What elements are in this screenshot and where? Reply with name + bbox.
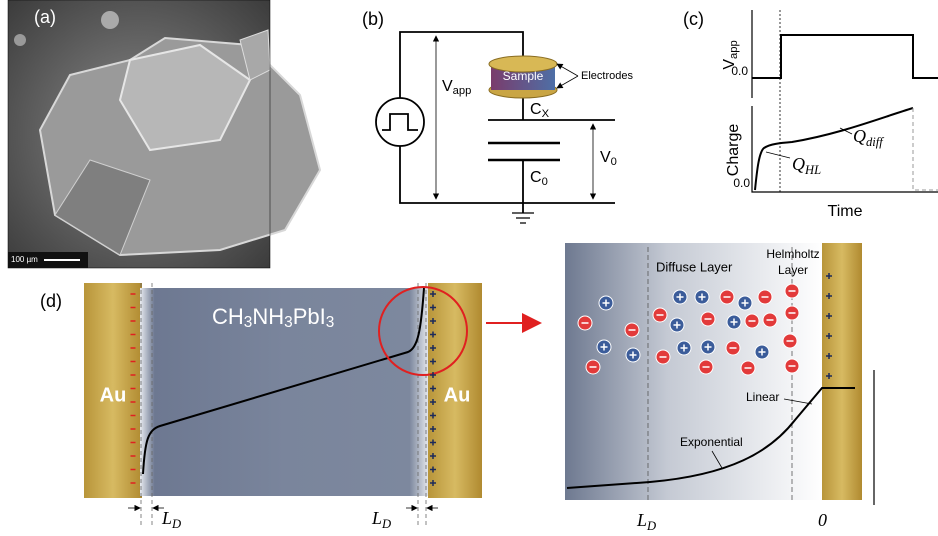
zoom-background	[565, 243, 823, 500]
charge-trace	[755, 108, 913, 190]
electrodes-label: Electrodes	[581, 70, 633, 82]
ground	[512, 213, 534, 223]
ld-label: LD	[371, 508, 391, 531]
panel-b	[376, 32, 615, 223]
sub: D	[171, 517, 181, 531]
linear-label: Linear	[746, 390, 779, 404]
y-axis-label: Charge	[725, 124, 742, 177]
au-label: Au	[444, 384, 471, 406]
sub: app	[728, 40, 740, 59]
scale-bar-label: 100 µm	[11, 255, 38, 264]
leader	[766, 152, 790, 158]
panel-c	[752, 10, 938, 192]
body: (a) 100 µm (b) Sample Electrodes Vapp CX…	[0, 0, 938, 536]
qdiff-label: Qdiff	[853, 126, 884, 149]
particle	[101, 11, 119, 29]
au-label: Au	[100, 384, 127, 406]
sub: 3	[284, 314, 293, 331]
arrow	[557, 76, 578, 88]
arrow	[557, 64, 578, 76]
panel-label: (a)	[34, 7, 56, 27]
sub: X	[542, 108, 550, 120]
part: NH	[252, 304, 284, 329]
figure: (a) 100 µm (b) Sample Electrodes Vapp CX…	[0, 0, 938, 536]
main: L	[371, 508, 382, 528]
page: Figure {"panels": { "a": {"label": "(a)"…	[0, 0, 938, 536]
electrode	[822, 243, 862, 500]
part: PbI	[293, 304, 326, 329]
line: Helmholtz	[766, 247, 819, 261]
main: V	[442, 78, 453, 95]
zero-label: 0.0	[733, 176, 750, 190]
main: C	[530, 101, 542, 118]
sub: 3	[326, 314, 335, 331]
zoom-panel	[565, 243, 874, 505]
sub: diff	[866, 135, 884, 149]
part: CH	[212, 304, 244, 329]
particle	[14, 34, 26, 46]
exponential-label: Exponential	[680, 435, 743, 449]
sub: HL	[804, 163, 821, 177]
vapp-label: Vapp	[442, 78, 471, 97]
zero-label: 0.0	[731, 64, 748, 78]
sub: 0	[542, 176, 548, 188]
panel-label: (b)	[362, 9, 384, 29]
sample-label: Sample	[503, 69, 544, 83]
main: L	[161, 508, 172, 528]
cx-label: CX	[530, 101, 550, 120]
sub: app	[453, 85, 472, 97]
voltage-source	[376, 98, 424, 146]
zero-label: 0	[818, 510, 827, 530]
main: Q	[792, 154, 805, 174]
main: Q	[853, 126, 866, 146]
main: L	[636, 510, 647, 530]
main: V	[600, 149, 611, 166]
line: Layer	[778, 263, 808, 277]
material-label: CH3NH3PbI3	[212, 304, 334, 331]
panel-label: (c)	[683, 9, 704, 29]
panel-label: (d)	[40, 291, 62, 311]
ld-label: LD	[161, 508, 181, 531]
x-axis-label: Time	[828, 203, 863, 220]
sub: D	[646, 519, 656, 533]
panel-a: (a) 100 µm	[8, 0, 320, 268]
main: C	[530, 169, 542, 186]
panel-c-text: (c) Vapp 0.0 Charge 0.0 QHL Qdiff Time	[683, 9, 884, 220]
dashed-trace	[913, 108, 938, 190]
qhl-label: QHL	[792, 154, 821, 177]
sub: D	[381, 517, 391, 531]
sub: 3	[244, 314, 253, 331]
c0-label: C0	[530, 169, 548, 188]
sub: 0	[611, 156, 617, 168]
ld-label: LD	[636, 510, 656, 533]
v0-label: V0	[600, 149, 617, 168]
diffuse-label: Diffuse Layer	[656, 259, 733, 274]
